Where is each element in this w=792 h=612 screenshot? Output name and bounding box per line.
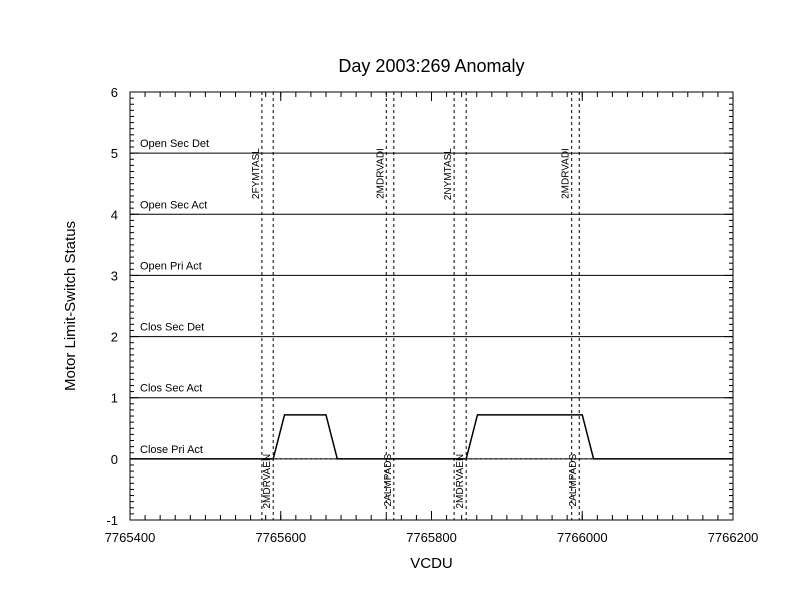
svg-text:2: 2 (111, 330, 118, 345)
chart-container: 7765400 7765600 7765800 7766000 7766200 -1 0 1 2… (0, 0, 792, 612)
y-axis-label: Motor Limit-Switch Status (62, 221, 79, 391)
svg-text:7766200: 7766200 (708, 530, 759, 545)
svg-text:7765400: 7765400 (105, 530, 156, 545)
status-label: Open Sec Act (140, 199, 207, 211)
svg-text:5: 5 (111, 146, 118, 161)
event-label-top: 2MDRVADI (375, 148, 386, 199)
chart-title: Day 2003:269 Anomaly (338, 56, 524, 76)
svg-text:6: 6 (111, 85, 118, 100)
chart-svg: 7765400 7765600 7765800 7766000 7766200 -1 0 1 2… (0, 0, 792, 612)
status-label: Clos Sec Act (140, 383, 202, 395)
event-label-top: 2NYMTASL (443, 148, 454, 200)
data-series (130, 415, 733, 459)
event-label-top: 2MDRVADI (561, 148, 572, 199)
svg-text:1: 1 (111, 391, 118, 406)
svg-text:7766000: 7766000 (557, 530, 608, 545)
event-label-bottom: 2MDRVAEN (455, 454, 466, 509)
event-label-top: 2FYMTASL (251, 148, 262, 199)
event-label-bottom: 2ALMPADS (383, 454, 394, 507)
svg-text:0: 0 (111, 452, 118, 467)
x-axis-label: VCDU (410, 555, 453, 572)
status-label: Clos Sec Det (140, 322, 204, 334)
svg-text:-1: -1 (106, 513, 118, 528)
svg-text:7765800: 7765800 (406, 530, 457, 545)
status-label: Open Pri Act (140, 260, 202, 272)
event-label-bottom: 2MDRVAEN (262, 454, 273, 509)
svg-text:3: 3 (111, 268, 118, 283)
status-label: Open Sec Det (140, 138, 209, 150)
status-label: Close Pri Act (140, 444, 203, 456)
svg-text:4: 4 (111, 207, 118, 222)
svg-text:7765600: 7765600 (255, 530, 306, 545)
event-label-bottom: 2ALMPADS (568, 454, 579, 507)
